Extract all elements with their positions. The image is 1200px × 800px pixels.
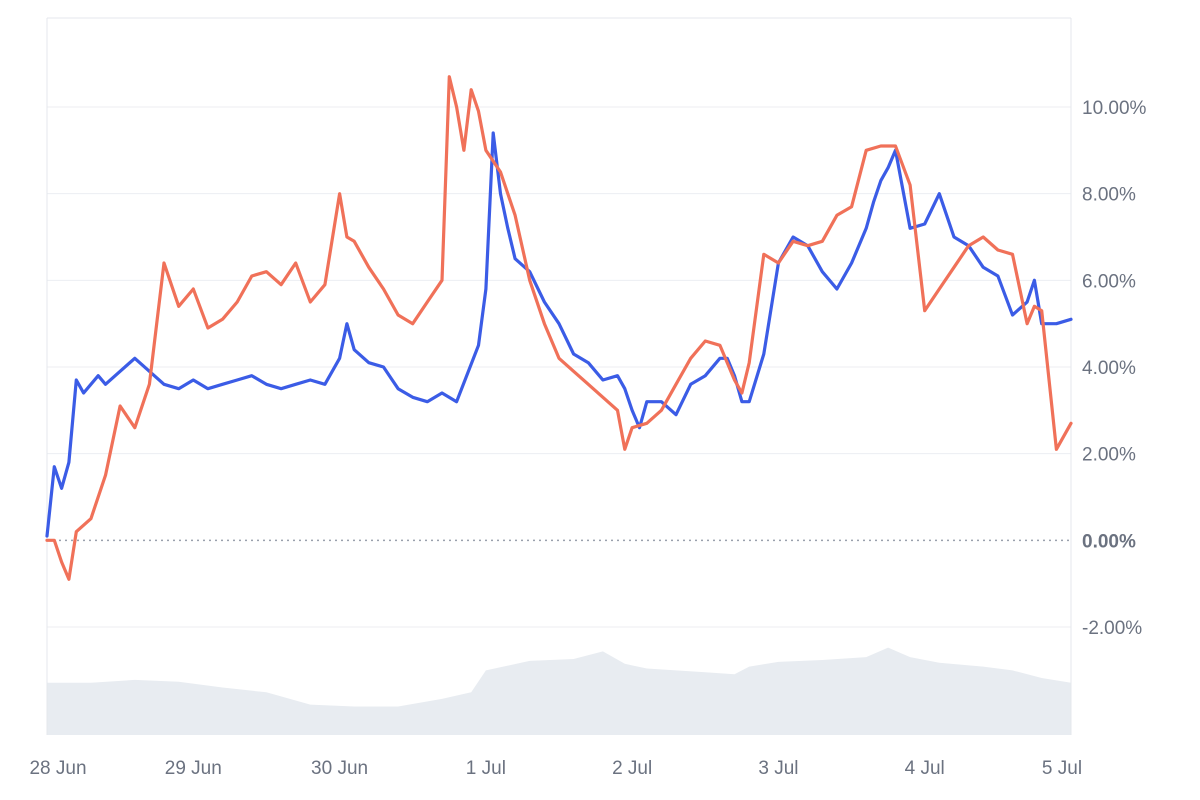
volume-area-layer (47, 647, 1071, 735)
y-tick-label: 0.00% (1082, 531, 1136, 552)
y-tick-label: 6.00% (1082, 271, 1136, 292)
x-tick-label: 28 Jun (29, 758, 86, 779)
plot-frame (46, 17, 1072, 735)
y-tick-label: 4.00% (1082, 358, 1136, 379)
y-axis-ticks: 10.00% 8.00% 6.00% 4.00% 2.00% 0.00% -2.00% (1082, 98, 1147, 639)
y-tick-label: 2.00% (1082, 445, 1136, 466)
x-tick-label: 2 Jul (612, 758, 652, 779)
x-axis-ticks: 28 Jun 29 Jun 30 Jun 1 Jul 2 Jul 3 Jul 4 Jul 5 … (29, 758, 1082, 779)
grid-layer (47, 106, 1071, 628)
x-tick-label: 4 Jul (905, 758, 945, 779)
x-tick-label: 3 Jul (758, 758, 798, 779)
x-tick-label: 5 Jul (1042, 758, 1082, 779)
x-tick-label: 29 Jun (165, 758, 222, 779)
y-tick-label: 8.00% (1082, 185, 1136, 206)
series-layer (45, 75, 1073, 581)
y-tick-label: -2.00% (1082, 618, 1142, 639)
series-line-1 (45, 131, 1073, 538)
y-tick-label: 10.00% (1082, 98, 1147, 119)
series-line-2 (45, 75, 1073, 581)
x-tick-label: 30 Jun (311, 758, 368, 779)
x-tick-label: 1 Jul (466, 758, 506, 779)
volume-area (47, 647, 1071, 735)
